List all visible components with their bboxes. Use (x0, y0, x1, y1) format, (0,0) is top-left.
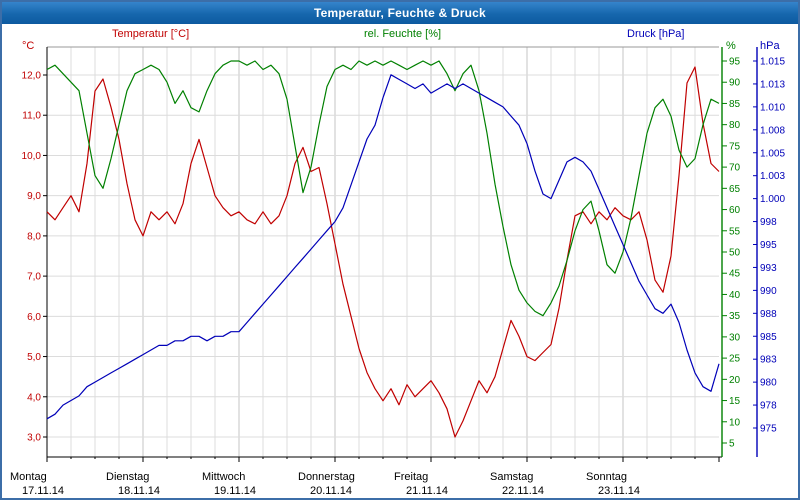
svg-text:8,0: 8,0 (27, 231, 41, 242)
svg-text:Mittwoch: Mittwoch (202, 471, 245, 483)
unit-label-percent: % (726, 40, 736, 52)
svg-text:1.015: 1.015 (760, 57, 785, 68)
svg-text:1.000: 1.000 (760, 194, 785, 205)
svg-text:1.008: 1.008 (760, 125, 785, 136)
svg-text:15: 15 (729, 396, 741, 407)
svg-text:4,0: 4,0 (27, 392, 41, 403)
svg-text:65: 65 (729, 184, 741, 195)
svg-text:1.010: 1.010 (760, 102, 785, 113)
svg-text:85: 85 (729, 99, 741, 110)
svg-text:23.11.14: 23.11.14 (598, 485, 640, 497)
svg-text:90: 90 (729, 78, 741, 89)
svg-text:Dienstag: Dienstag (106, 471, 149, 483)
svg-text:10,0: 10,0 (22, 151, 42, 162)
humidity-line (46, 60, 720, 317)
svg-text:993: 993 (760, 263, 777, 274)
svg-text:983: 983 (760, 355, 777, 366)
svg-text:1.005: 1.005 (760, 148, 785, 159)
temperature-line (46, 66, 720, 438)
svg-text:6,0: 6,0 (27, 312, 41, 323)
window-titlebar: Temperatur, Feuchte & Druck (2, 2, 798, 24)
svg-text:17.11.14: 17.11.14 (22, 485, 64, 497)
svg-text:7,0: 7,0 (27, 272, 41, 283)
svg-text:1.013: 1.013 (760, 79, 785, 90)
svg-text:998: 998 (760, 217, 777, 228)
svg-text:9,0: 9,0 (27, 191, 41, 202)
unit-label-hpa: hPa (760, 40, 780, 52)
svg-text:18.11.14: 18.11.14 (118, 485, 160, 497)
svg-text:985: 985 (760, 332, 777, 343)
svg-text:21.11.14: 21.11.14 (406, 485, 448, 497)
svg-text:60: 60 (729, 205, 741, 216)
svg-text:1.003: 1.003 (760, 171, 785, 182)
svg-text:20.11.14: 20.11.14 (310, 485, 352, 497)
svg-text:10: 10 (729, 417, 741, 428)
svg-text:20: 20 (729, 375, 741, 386)
svg-text:5: 5 (729, 439, 735, 450)
gridlines (47, 47, 719, 457)
axis-right-hpa: 1.015 1.013 1.010 1.008 1.005 1.003 1.000 998 99… (753, 57, 785, 435)
svg-text:70: 70 (729, 163, 741, 174)
svg-text:Donnerstag: Donnerstag (298, 471, 355, 483)
series-label-pressure: Druck [hPa] (627, 28, 685, 40)
svg-text:988: 988 (760, 309, 777, 320)
svg-text:Freitag: Freitag (394, 471, 428, 483)
svg-text:75: 75 (729, 141, 741, 152)
pressure-line (46, 74, 720, 420)
svg-text:40: 40 (729, 290, 741, 301)
svg-text:975: 975 (760, 424, 777, 435)
window-title: Temperatur, Feuchte & Druck (314, 6, 486, 20)
svg-text:995: 995 (760, 240, 777, 251)
svg-text:978: 978 (760, 401, 777, 412)
svg-text:50: 50 (729, 248, 741, 259)
svg-text:30: 30 (729, 332, 741, 343)
axis-right-percent: 95 90 85 80 75 70 65 60 55 50 45 40 35 30 25 20 15 10 5 (722, 57, 741, 450)
svg-text:22.11.14: 22.11.14 (502, 485, 544, 497)
axis-left-celsius: 12,0 11,0 10,0 9,0 8,0 7,0 6,0 5,0 4,0 3,0 (22, 71, 47, 444)
svg-text:Montag: Montag (10, 471, 47, 483)
series-label-temperature: Temperatur [°C] (112, 28, 190, 40)
svg-text:Samstag: Samstag (490, 471, 533, 483)
unit-label-celsius: °C (22, 40, 35, 52)
svg-text:45: 45 (729, 269, 741, 280)
svg-text:35: 35 (729, 311, 741, 322)
series-label-humidity: rel. Feuchte [%] (364, 28, 442, 40)
axes (46, 46, 758, 458)
svg-text:55: 55 (729, 226, 741, 237)
svg-text:980: 980 (760, 378, 777, 389)
svg-text:25: 25 (729, 354, 741, 365)
svg-text:3,0: 3,0 (27, 433, 41, 444)
axis-x-days: Montag 17.11.14 Dienstag 18.11.14 Mittwoch 19… (10, 457, 720, 497)
svg-text:990: 990 (760, 286, 777, 297)
svg-text:95: 95 (729, 57, 741, 68)
svg-text:80: 80 (729, 120, 741, 131)
svg-text:12,0: 12,0 (22, 71, 42, 82)
svg-text:5,0: 5,0 (27, 352, 41, 363)
svg-text:11,0: 11,0 (22, 111, 41, 122)
svg-text:19.11.14: 19.11.14 (214, 485, 256, 497)
svg-text:Sonntag: Sonntag (586, 471, 627, 483)
